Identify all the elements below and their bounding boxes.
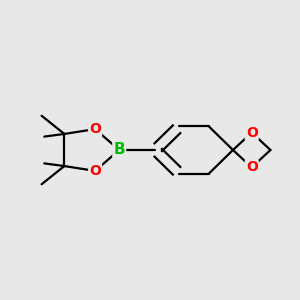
Text: O: O	[89, 164, 101, 178]
Text: O: O	[246, 126, 258, 140]
Text: O: O	[89, 122, 101, 136]
Text: O: O	[246, 160, 258, 174]
Text: B: B	[113, 142, 125, 158]
